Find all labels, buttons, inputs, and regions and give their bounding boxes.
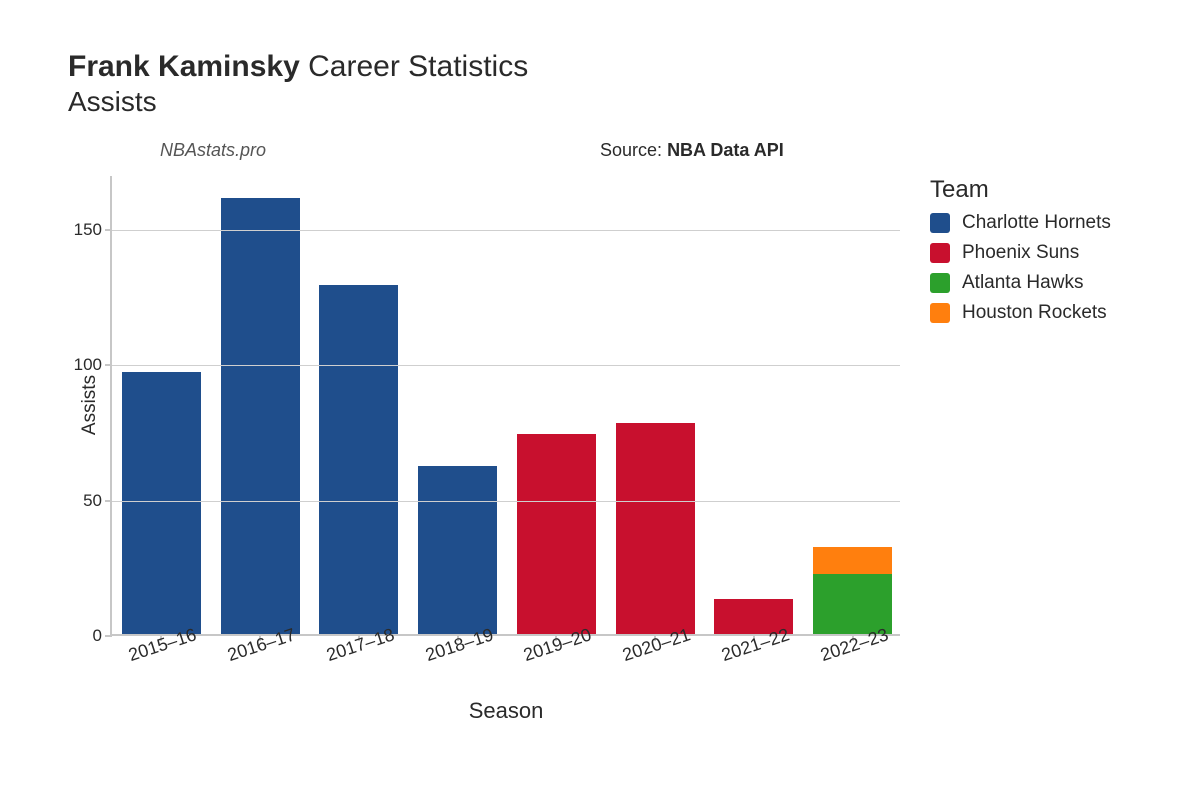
bar [319,285,398,634]
y-tick-label: 50 [52,491,112,511]
chart-area: Assists Season 0501001502015–162016–1720… [40,176,1160,756]
bar-segment [813,547,892,574]
legend-label: Phoenix Suns [962,242,1079,264]
bar [813,547,892,634]
chart-title-line-2: Assists [68,86,1160,118]
bar [122,372,201,634]
bars-layer [112,176,900,634]
legend-item: Atlanta Hawks [930,272,1111,294]
legend: Team Charlotte Hornets Phoenix Suns Atlant… [930,176,1111,332]
y-tick-label: 0 [52,626,112,646]
gridline [112,365,900,366]
y-axis-title: Assists [79,375,101,435]
legend-swatch [930,273,950,293]
bar [616,423,695,634]
bar-segment [616,423,695,634]
player-name: Frank Kaminsky [68,50,300,83]
source-prefix: Source: [600,140,662,160]
plot-area: Assists Season 0501001502015–162016–1720… [110,176,900,636]
y-tick-label: 150 [52,220,112,240]
bar [517,434,596,634]
legend-label: Charlotte Hornets [962,212,1111,234]
bar-segment [319,285,398,634]
annotation-row: NBAstats.pro Source: NBA Data API [40,140,1160,170]
bar [418,466,497,634]
legend-swatch [930,243,950,263]
bar-segment [122,372,201,634]
bar-segment [221,198,300,634]
gridline [112,230,900,231]
y-tick-label: 100 [52,355,112,375]
legend-item: Houston Rockets [930,302,1111,324]
legend-swatch [930,213,950,233]
watermark-text: NBAstats.pro [160,140,266,161]
bar-segment [517,434,596,634]
chart-title-line-1: Frank Kaminsky Career Statistics [68,50,1160,84]
legend-label: Houston Rockets [962,302,1107,324]
legend-label: Atlanta Hawks [962,272,1083,294]
title-suffix: Career Statistics [308,50,528,83]
gridline [112,501,900,502]
legend-title: Team [930,176,1111,204]
source-text: Source: NBA Data API [600,140,784,161]
legend-item: Phoenix Suns [930,242,1111,264]
legend-swatch [930,303,950,323]
source-name: NBA Data API [667,140,784,160]
bar [221,198,300,634]
chart-container: Frank Kaminsky Career Statistics Assists… [0,0,1200,800]
x-axis-title: Season [469,698,544,724]
bar-segment [418,466,497,634]
legend-item: Charlotte Hornets [930,212,1111,234]
